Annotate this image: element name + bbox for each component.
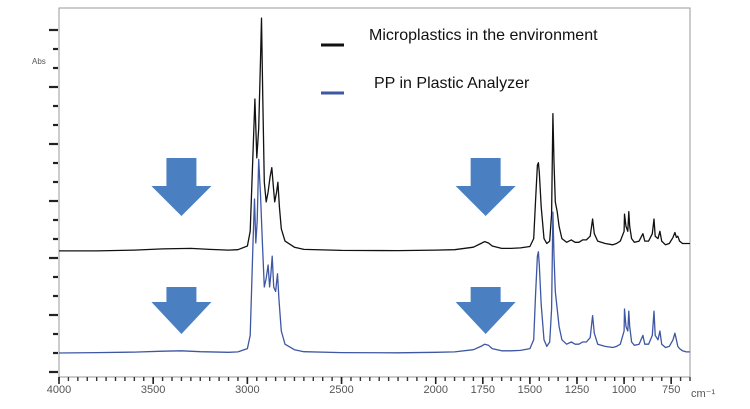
down-arrow-icon [151, 287, 212, 334]
down-arrow-icon [151, 158, 212, 216]
series-line-pp [58, 158, 690, 354]
x-tick-label: 750 [662, 384, 680, 396]
x-tick-label: 1500 [518, 384, 542, 396]
y-axis-label: Abs [32, 57, 46, 66]
x-tick-label: 1250 [565, 384, 589, 396]
x-tick-label: 1000 [612, 384, 636, 396]
legend-label: PP in Plastic Analyzer [374, 75, 530, 92]
plot-frame [58, 7, 691, 378]
down-arrow-icon [455, 158, 516, 216]
x-axis-label: cm⁻¹ [691, 388, 715, 400]
x-tick-label: 2000 [423, 384, 447, 396]
x-tick-label: 2500 [329, 384, 353, 396]
x-tick-label: 4000 [47, 384, 71, 396]
down-arrow-icon [455, 287, 516, 334]
series-line-microplastics [59, 17, 690, 252]
x-tick-label: 3500 [141, 384, 165, 396]
x-tick-label: 3000 [235, 384, 259, 396]
legend-label: Microplastics in the environment [369, 27, 598, 44]
x-tick-label: 1750 [471, 384, 495, 396]
